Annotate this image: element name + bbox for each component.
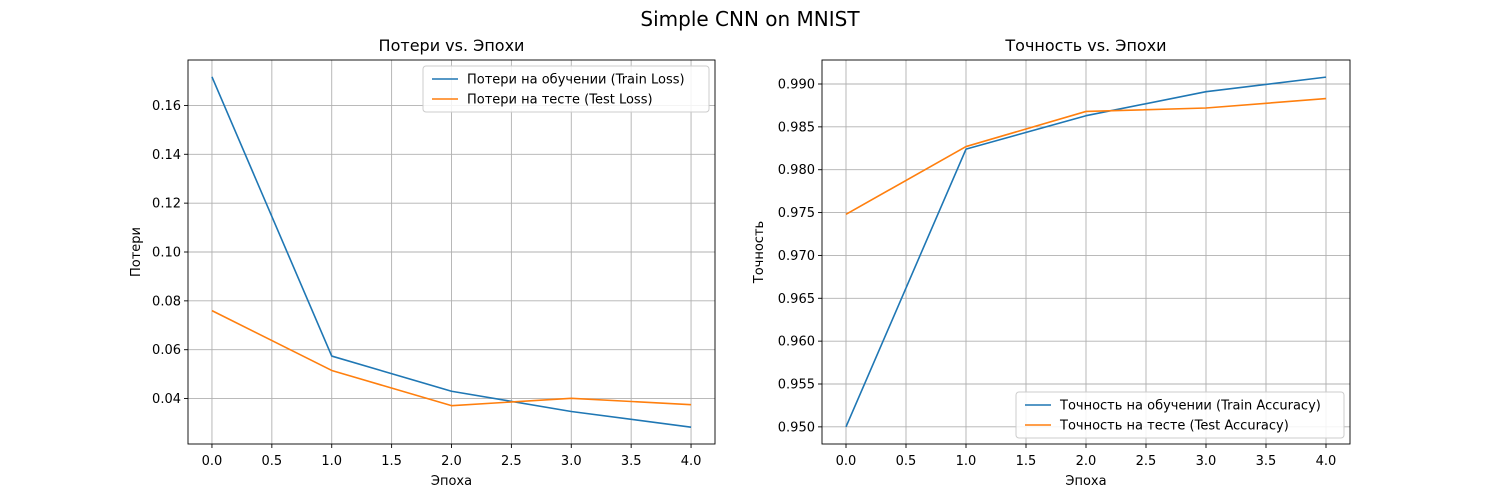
y-tick-label: 0.12	[152, 197, 181, 212]
y-tick-label: 0.985	[778, 120, 815, 135]
x-tick-label: 3.5	[621, 454, 642, 469]
legend: Точность на обучении (Train Accuracy) Точ…	[1015, 391, 1345, 439]
accuracy-chart: 0.0 0.5 1.0 1.5 2.0 2.5 3.0 3.5 4.0 0.950 0.955 0.9…	[752, 36, 1351, 489]
y-tick-label: 0.975	[778, 206, 815, 221]
x-tick-label: 3.0	[1196, 454, 1217, 469]
y-axis-label: Точность	[752, 221, 767, 284]
x-tick-label: 2.0	[1076, 454, 1097, 469]
y-tick-label: 0.960	[778, 335, 815, 350]
y-tick-label: 0.970	[778, 249, 815, 264]
y-tick-label: 0.950	[778, 420, 815, 435]
loss-chart: 0.0 0.5 1.0 1.5 2.0 2.5 3.0 3.5 4.0 0.04 0.06 0.08 0…	[129, 36, 716, 489]
x-tick-label: 0.0	[202, 454, 223, 469]
x-tick-label: 2.5	[1136, 454, 1157, 469]
series-line-train	[211, 76, 692, 428]
y-tick-label: 0.14	[152, 148, 181, 163]
y-axis-label: Потери	[129, 227, 144, 277]
x-tick-label: 4.0	[1316, 454, 1337, 469]
y-tick-label: 0.990	[778, 78, 815, 93]
y-tick-label: 0.980	[778, 163, 815, 178]
x-tick-label: 1.0	[956, 454, 977, 469]
x-tick-label: 1.5	[381, 454, 402, 469]
x-tick-label: 3.0	[561, 454, 582, 469]
y-tick-label: 0.16	[152, 99, 181, 114]
legend: Потери на обучении (Train Loss) Потери на…	[422, 65, 710, 113]
figure-title: Simple CNN on MNIST	[640, 7, 860, 31]
y-tick-label: 0.955	[778, 378, 815, 393]
y-tick-label: 0.08	[152, 294, 181, 309]
x-tick-label: 0.5	[261, 454, 282, 469]
x-tick-label: 4.0	[681, 454, 702, 469]
y-tick-label: 0.06	[152, 343, 181, 358]
x-axis-label: Эпоха	[431, 474, 472, 489]
x-tick-label: 0.0	[836, 454, 857, 469]
y-tick-label: 0.04	[152, 392, 181, 407]
series-line-test	[845, 97, 1327, 215]
y-tick-label: 0.965	[778, 292, 815, 307]
legend-label-test: Потери на тесте (Test Loss)	[467, 93, 653, 108]
legend-label-test: Точность на тесте (Test Accuracy)	[1059, 419, 1289, 434]
x-tick-label: 3.5	[1256, 454, 1277, 469]
legend-box	[1015, 391, 1345, 439]
x-tick-label: 2.0	[441, 454, 462, 469]
x-tick-label: 2.5	[501, 454, 522, 469]
x-tick-label: 0.5	[896, 454, 917, 469]
y-tick-label: 0.10	[152, 246, 181, 261]
legend-box	[422, 65, 710, 113]
series-line-test	[211, 309, 692, 407]
series-line-train	[845, 76, 1327, 428]
chart-title: Точность vs. Эпохи	[1004, 36, 1166, 55]
x-axis-label: Эпоха	[1065, 474, 1106, 489]
x-tick-label: 1.0	[321, 454, 342, 469]
x-tick-label: 1.5	[1016, 454, 1037, 469]
chart-title: Потери vs. Эпохи	[379, 36, 525, 55]
legend-label-train: Потери на обучении (Train Loss)	[467, 73, 685, 88]
legend-label-train: Точность на обучении (Train Accuracy)	[1059, 399, 1321, 414]
